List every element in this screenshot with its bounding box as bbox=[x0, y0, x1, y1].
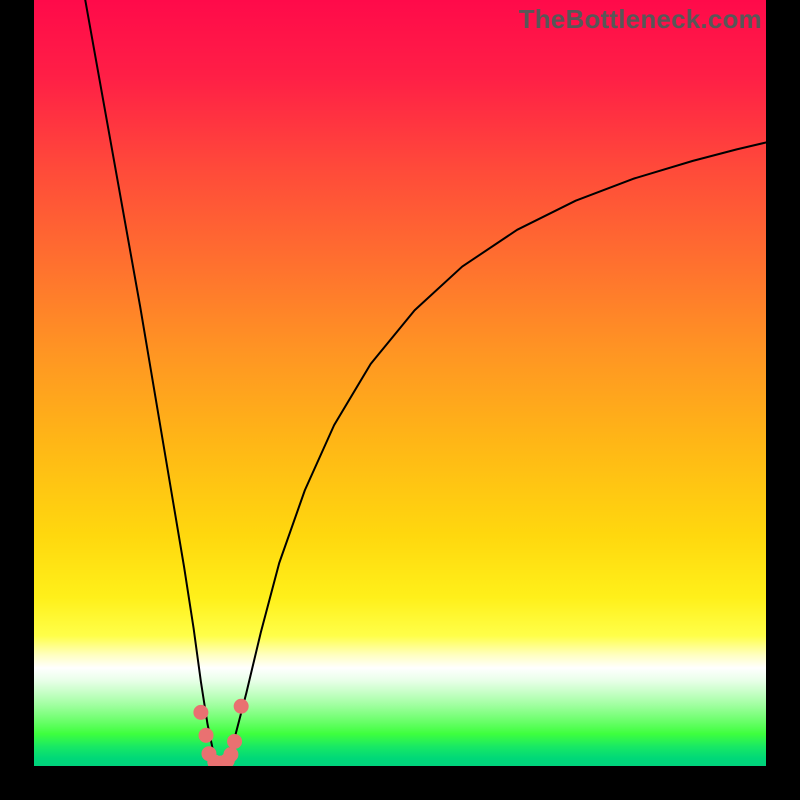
marker-point bbox=[194, 705, 208, 719]
border-left bbox=[0, 0, 34, 800]
marker-point bbox=[228, 734, 242, 748]
plot-area bbox=[34, 0, 766, 766]
chart-frame: TheBottleneck.com bbox=[0, 0, 800, 800]
marker-point bbox=[224, 748, 238, 762]
gradient-background bbox=[34, 0, 766, 766]
border-right bbox=[766, 0, 800, 800]
border-bottom bbox=[0, 766, 800, 800]
marker-point bbox=[234, 699, 248, 713]
watermark-text: TheBottleneck.com bbox=[519, 4, 762, 35]
marker-point bbox=[199, 728, 213, 742]
chart-svg bbox=[34, 0, 766, 766]
